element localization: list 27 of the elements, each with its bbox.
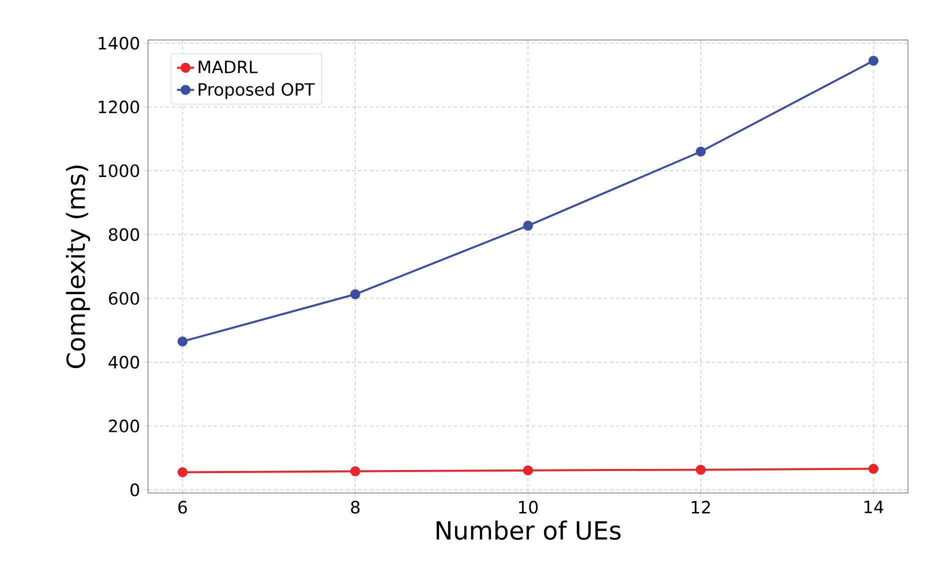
x-tick-label: 8: [351, 500, 360, 514]
x-tick-label: 6: [178, 500, 187, 514]
x-tick-label: 10: [519, 500, 538, 514]
point: [523, 465, 533, 476]
point: [523, 220, 533, 231]
y-tick-label: 0: [130, 483, 140, 496]
point: [350, 289, 360, 300]
y-tick-label: 1400: [98, 36, 140, 50]
y-tick-label: 400: [108, 356, 140, 369]
y-axis-title: Complexity (ms): [66, 166, 90, 368]
legend-label: Proposed OPT: [198, 82, 315, 100]
point: [696, 464, 706, 475]
y-tick-label: 600: [108, 292, 140, 305]
x-tick-label: 14: [864, 500, 884, 514]
point: [178, 467, 188, 478]
legend-label: MADRL: [198, 60, 258, 74]
x-axis-title: Number of UEs: [436, 520, 621, 540]
x-tick-label: 12: [692, 500, 710, 514]
point: [350, 466, 360, 476]
y-tick-label: 800: [108, 228, 140, 242]
point: [696, 146, 706, 157]
y-tick-label: 1200: [98, 100, 140, 114]
point: [868, 56, 878, 66]
point: [868, 464, 878, 474]
point: [178, 336, 188, 346]
y-tick-label: 1000: [98, 164, 140, 178]
y-tick-label: 200: [109, 420, 140, 432]
